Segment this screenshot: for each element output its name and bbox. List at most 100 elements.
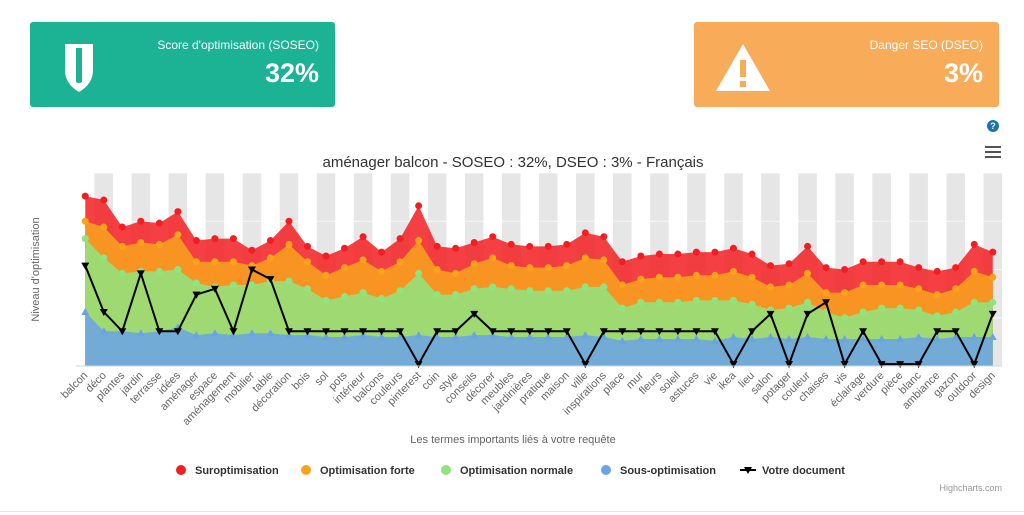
line-votre-document	[84, 265, 994, 367]
point-optimisation-normale	[396, 287, 404, 295]
point-votre-document	[266, 276, 275, 284]
legend-symbol	[301, 465, 311, 475]
point-optimisation-normale	[618, 304, 626, 312]
point-sous-optimisation	[785, 334, 794, 342]
point-optimisation-normale	[952, 308, 960, 316]
point-votre-document	[525, 328, 534, 336]
point-optimisation-forte	[655, 273, 663, 281]
point-optimisation-normale	[192, 279, 200, 287]
point-optimisation-normale	[526, 287, 534, 295]
point-optimisation-normale	[489, 283, 497, 291]
x-tick-label: bois	[290, 369, 313, 392]
point-votre-document	[155, 328, 164, 336]
point-sous-optimisation	[896, 334, 905, 342]
x-tick-label: ikea	[716, 369, 739, 392]
point-suroptimisation	[81, 192, 89, 200]
point-suroptimisation	[581, 229, 589, 237]
chart-title: aménager balcon - SOSEO : 32%, DSEO : 3%…	[323, 154, 704, 171]
point-suroptimisation	[526, 242, 534, 250]
point-optimisation-normale	[452, 291, 460, 299]
point-sous-optimisation	[988, 333, 997, 341]
point-optimisation-forte	[396, 258, 404, 266]
point-optimisation-normale	[285, 277, 293, 285]
point-sous-optimisation	[210, 329, 219, 337]
point-suroptimisation	[896, 258, 904, 266]
point-optimisation-forte	[137, 238, 145, 246]
point-votre-document	[951, 328, 960, 336]
point-suroptimisation	[452, 244, 460, 252]
point-optimisation-forte	[692, 271, 700, 279]
point-suroptimisation	[859, 258, 867, 266]
area-sous-optimisation	[85, 311, 993, 366]
point-optimisation-normale	[729, 296, 737, 304]
point-optimisation-forte	[822, 289, 830, 297]
point-optimisation-forte	[859, 281, 867, 289]
point-optimisation-normale	[341, 293, 349, 301]
chart-menu-icon[interactable]	[985, 146, 1001, 159]
point-optimisation-forte	[915, 285, 923, 293]
point-optimisation-normale	[581, 283, 589, 291]
point-votre-document	[396, 328, 405, 336]
point-suroptimisation	[396, 235, 404, 243]
point-optimisation-normale	[544, 287, 552, 295]
point-suroptimisation	[933, 267, 941, 275]
point-optimisation-normale	[507, 285, 515, 293]
point-optimisation-forte	[785, 281, 793, 289]
point-votre-document	[488, 328, 497, 336]
point-optimisation-forte	[229, 258, 237, 266]
point-votre-document	[562, 328, 571, 336]
point-optimisation-normale	[563, 287, 571, 295]
point-optimisation-forte	[711, 271, 719, 279]
point-sous-optimisation	[822, 334, 831, 342]
point-votre-document	[859, 328, 868, 336]
point-optimisation-normale	[470, 285, 478, 293]
point-sous-optimisation	[451, 333, 460, 341]
legend-item-label: Sous-optimisation	[620, 465, 716, 477]
point-votre-document	[99, 308, 108, 316]
point-optimisation-forte	[285, 240, 293, 248]
point-optimisation-forte	[637, 275, 645, 283]
y-axis-label: Niveau d'optimisation	[30, 217, 42, 321]
point-optimisation-normale	[655, 298, 663, 306]
point-optimisation-forte	[563, 262, 571, 270]
point-suroptimisation	[378, 248, 386, 256]
point-suroptimisation	[692, 248, 700, 256]
point-votre-document	[359, 328, 368, 336]
point-optimisation-forte	[470, 260, 478, 268]
point-sous-optimisation	[655, 334, 664, 342]
point-votre-document	[896, 361, 905, 369]
point-sous-optimisation	[507, 333, 516, 341]
point-suroptimisation	[822, 264, 830, 272]
legend-marker-votre-document	[744, 467, 752, 474]
point-optimisation-normale	[674, 298, 682, 306]
point-suroptimisation	[767, 262, 774, 270]
point-optimisation-forte	[211, 258, 219, 266]
point-sous-optimisation	[322, 333, 331, 341]
point-votre-document	[747, 328, 756, 336]
point-optimisation-forte	[933, 291, 941, 299]
point-votre-document	[729, 361, 738, 369]
point-optimisation-normale	[415, 269, 423, 277]
area-optimisation-normale	[85, 238, 993, 366]
point-suroptimisation	[507, 240, 515, 248]
point-suroptimisation	[155, 219, 163, 227]
point-optimisation-forte	[674, 273, 682, 281]
point-votre-document	[710, 328, 719, 336]
point-optimisation-normale	[933, 312, 941, 320]
point-optimisation-forte	[415, 237, 423, 245]
point-votre-document	[81, 262, 90, 270]
point-suroptimisation	[618, 258, 626, 266]
legend-symbol	[176, 465, 186, 475]
point-sous-optimisation	[247, 329, 256, 337]
point-sous-optimisation	[970, 333, 979, 341]
help-icon[interactable]: ?	[987, 120, 999, 132]
point-sous-optimisation	[525, 333, 534, 341]
point-sous-optimisation	[340, 333, 349, 341]
point-optimisation-normale	[600, 283, 608, 291]
point-optimisation-normale	[155, 267, 163, 275]
point-optimisation-forte	[507, 262, 515, 270]
point-optimisation-normale	[785, 304, 793, 312]
point-optimisation-normale	[433, 291, 441, 299]
point-suroptimisation	[711, 248, 719, 256]
point-votre-document	[136, 270, 145, 278]
